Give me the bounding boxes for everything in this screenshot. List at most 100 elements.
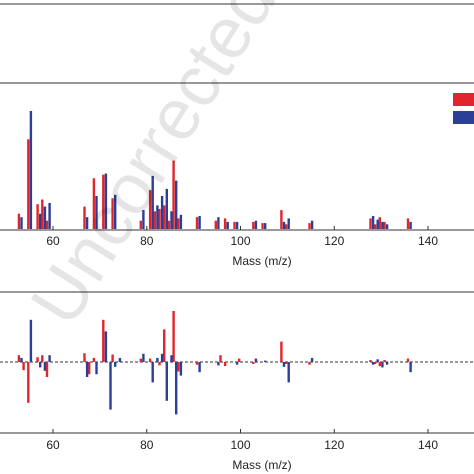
bar-mz-110-series-1 [284,362,288,364]
bar-mz-115-series-1 [308,223,311,229]
bar-mz-73-series-2 [114,194,117,229]
bar-mz-109-series-2 [282,362,286,367]
bar-mz-73-series-2 [114,362,117,367]
bar-mz-68-series-1 [88,362,91,375]
bar-mz-115-series-2 [310,220,314,229]
bar-mz-55-series-2 [29,111,33,229]
bar-mz-86-series-2 [175,180,178,229]
bar-mz-87-series-1 [177,362,180,372]
bar-mz-103-series-1 [252,362,255,364]
spectrum-bars [17,111,412,229]
bar-mz-55-series-2 [29,319,33,362]
bar-mz-91-series-1 [195,362,199,365]
bar-mz-84-series-2 [165,188,168,229]
bar-mz-71-series-2 [104,331,108,362]
bar-mz-97-series-1 [223,218,227,229]
bar-mz-69-series-1 [92,178,96,229]
bar-mz-131-series-1 [383,221,386,229]
x-tick-label-140: 140 [418,438,438,452]
x-tick-label-120: 120 [324,438,344,452]
bar-mz-95-series-2 [217,217,220,229]
bar-mz-91-series-2 [198,216,201,229]
bar-mz-58-series-2 [43,362,47,371]
difference-bars [17,311,412,415]
bar-mz-71-series-1 [102,319,105,362]
bar-mz-83-series-2 [160,353,164,362]
legend [453,93,474,124]
bar-mz-128-series-1 [369,360,372,362]
bar-mz-55-series-1 [27,362,30,403]
bar-mz-84-series-1 [163,205,166,229]
bar-mz-57-series-2 [39,362,42,368]
bar-mz-85-series-2 [170,355,173,362]
bar-mz-95-series-2 [217,362,220,366]
bar-mz-79-series-2 [142,210,145,229]
bar-mz-110-series-2 [287,362,290,383]
bar-mz-91-series-2 [198,362,201,373]
bar-mz-129-series-2 [376,359,379,362]
x-tick-label-80: 80 [140,234,154,248]
difference-plot-frame [0,291,474,434]
spectrum-x-ticks: 60 80 100 120 140 [46,226,438,248]
spectrum-plot-frame [0,82,474,231]
bar-mz-82-series-1 [153,211,156,229]
bar-mz-131-series-2 [385,224,389,229]
bar-mz-58-series-2 [43,206,47,229]
bar-mz-83-series-1 [158,208,161,229]
bar-mz-82-series-2 [156,205,159,229]
bar-mz-115-series-2 [310,357,314,362]
bar-mz-54-series-1 [22,362,25,371]
bar-mz-99-series-2 [235,221,239,229]
bar-mz-128-series-2 [371,216,375,229]
bar-mz-79-series-1 [139,220,142,229]
bar-mz-129-series-1 [373,224,377,229]
bar-mz-69-series-2 [95,196,98,229]
bar-mz-84-series-2 [165,362,168,401]
difference-x-ticks: 60 80 100 120 140 [46,429,438,452]
bar-mz-103-series-2 [254,358,258,362]
bar-mz-87-series-2 [179,362,183,376]
bar-mz-72-series-2 [109,362,112,410]
bar-mz-100-series-1 [238,358,241,362]
x-tick-label-120: 120 [324,234,344,248]
spectrum-panel: 60 80 100 120 140 Mass (m/z) [0,82,474,268]
bar-mz-96-series-1 [219,355,222,362]
bar-mz-136-series-2 [409,221,412,229]
bar-mz-55-series-1 [27,139,30,229]
bar-mz-105-series-2 [264,360,267,362]
bar-mz-69-series-1 [92,357,96,362]
bar-mz-128-series-2 [371,362,375,365]
bar-mz-85-series-1 [167,220,171,229]
bar-mz-67-series-1 [83,353,86,362]
bar-mz-57-series-1 [36,204,39,229]
bar-mz-87-series-1 [177,218,180,229]
x-tick-label-60: 60 [46,234,60,248]
bar-mz-105-series-1 [261,223,264,229]
bar-mz-99-series-1 [233,221,236,229]
bar-mz-79-series-2 [142,353,145,362]
bar-mz-83-series-2 [160,196,164,229]
difference-panel: 60 80 100 120 140 Mass (m/z) [0,291,474,472]
bar-mz-109-series-1 [280,210,283,229]
bar-mz-91-series-1 [195,217,199,229]
bar-mz-85-series-2 [170,211,173,229]
bar-mz-59-series-1 [45,220,49,229]
bar-mz-136-series-1 [406,218,410,229]
bar-mz-130-series-1 [378,362,381,367]
bar-mz-82-series-2 [156,357,159,362]
legend-swatch-red [453,93,474,106]
bar-mz-73-series-1 [111,198,114,229]
bar-mz-103-series-1 [252,221,255,229]
bar-mz-130-series-1 [378,217,381,229]
bar-mz-71-series-2 [104,173,108,229]
bar-mz-81-series-1 [148,358,152,362]
bar-mz-130-series-2 [381,221,384,229]
bar-mz-110-series-2 [287,218,290,229]
bar-mz-69-series-2 [95,362,98,375]
bar-mz-58-series-1 [41,199,44,229]
bar-mz-95-series-1 [214,220,217,229]
bar-mz-67-series-2 [85,362,89,377]
bar-mz-53-series-1 [17,213,21,229]
bar-mz-73-series-1 [111,354,114,362]
